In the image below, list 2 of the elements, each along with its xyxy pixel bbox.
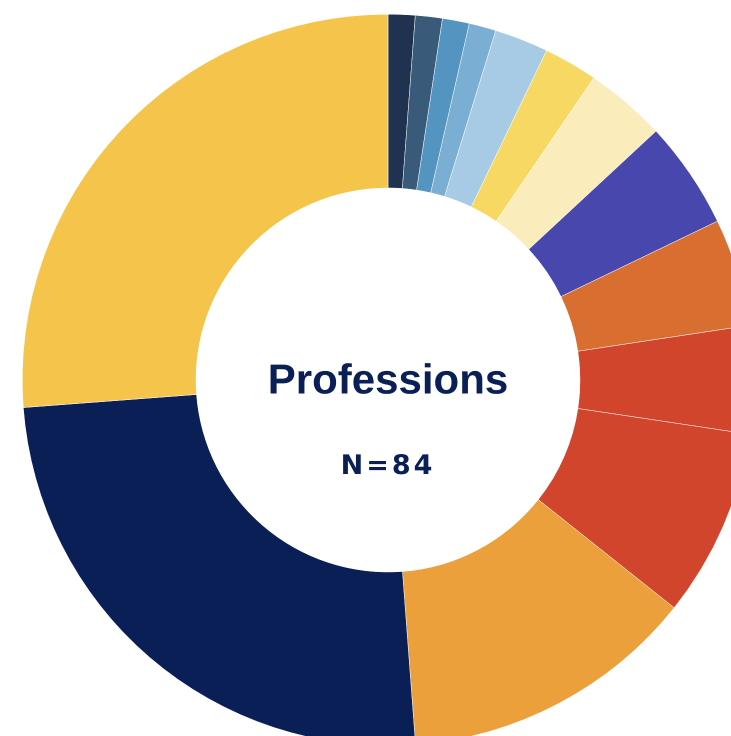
text: Professions (268, 356, 508, 403)
text: N=84 (340, 450, 436, 482)
